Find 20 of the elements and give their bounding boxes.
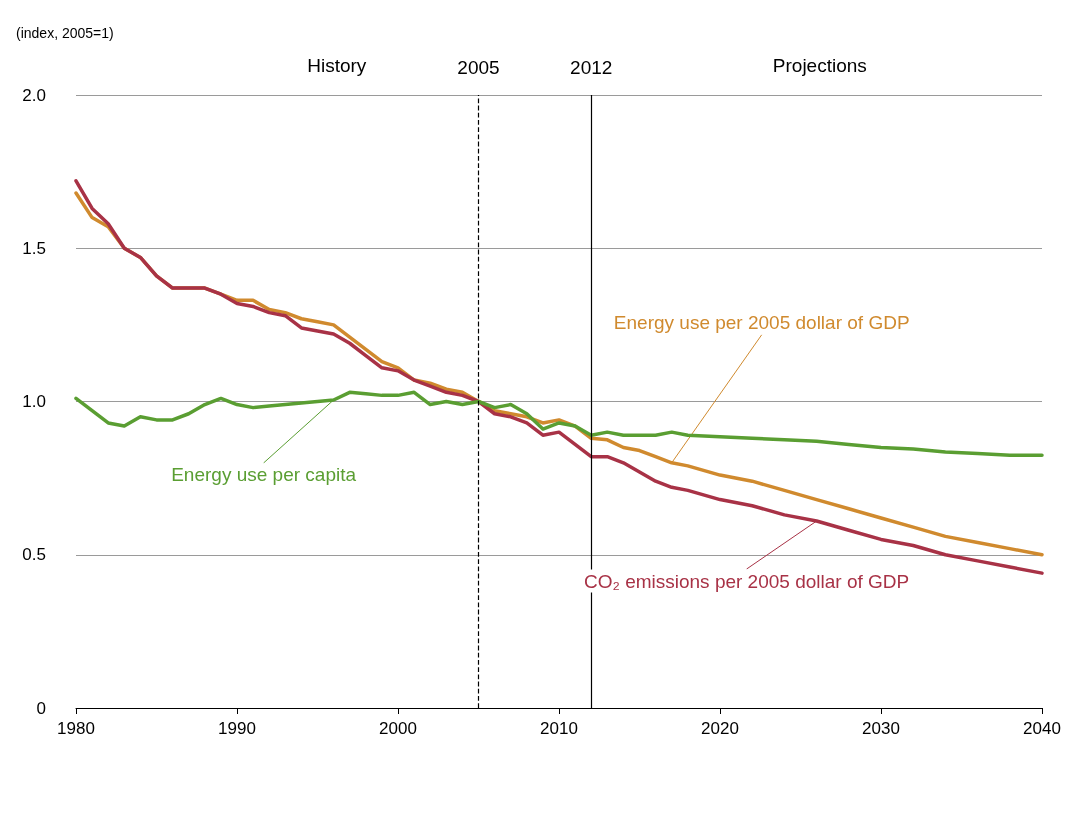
- text: History: [307, 54, 367, 76]
- x-tick-label: 1990: [218, 719, 256, 738]
- text: Energy use per capita: [171, 464, 357, 486]
- y-tick-label: 0: [36, 698, 46, 718]
- x-tick-label: 1980: [57, 719, 95, 738]
- y-tick-label: 0.5: [22, 545, 46, 565]
- y-tick-label: 1.0: [22, 392, 46, 411]
- series-label: CO₂ emissions per 2005 dollar of GDP: [583, 570, 910, 592]
- y-tick-label: 1.5: [22, 238, 46, 258]
- x-tick-label: 2010: [540, 719, 578, 738]
- ref-line-label: 2005: [457, 57, 500, 78]
- y-tick-label: 2.0: [22, 85, 46, 105]
- text: Energy use per 2005 dollar of GDP: [613, 312, 910, 334]
- x-tick-label: 2000: [379, 719, 417, 738]
- x-tick-label: 2040: [1023, 719, 1061, 738]
- x-tick-label: 2030: [862, 719, 900, 738]
- y-axis-title: (index, 2005=1): [16, 25, 114, 41]
- text: Projections: [772, 54, 867, 76]
- x-tick-label: 2020: [701, 719, 739, 738]
- ref-line-label: 2012: [570, 57, 613, 78]
